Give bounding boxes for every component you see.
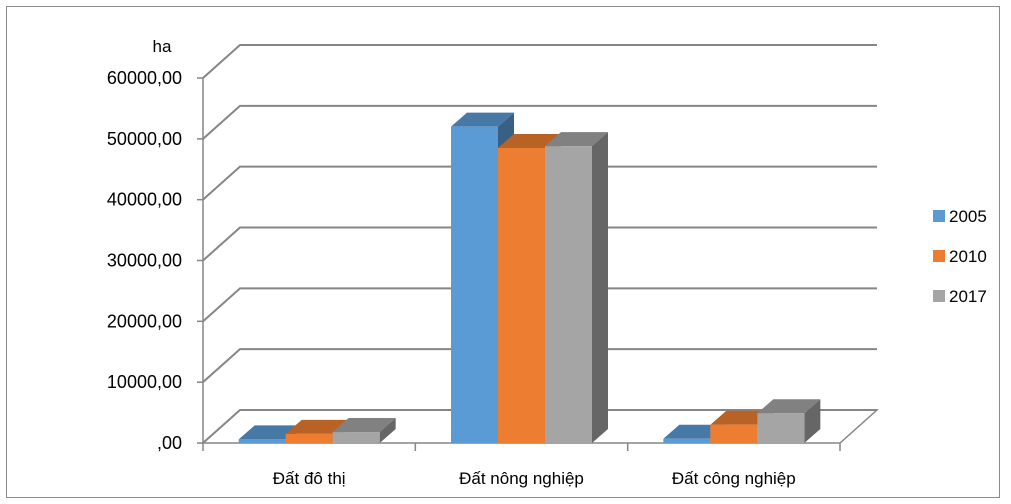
legend-label: 2005 [949, 207, 987, 226]
bar-top-face [332, 418, 396, 433]
bar-side-face [804, 399, 821, 443]
bar-top-face [498, 133, 561, 148]
bar-top-face [757, 399, 821, 414]
y-axis-unit-label: ha [153, 37, 172, 56]
bar [545, 132, 608, 443]
bar-front-face [238, 439, 286, 443]
bar-front-face [285, 433, 333, 443]
gridline [202, 165, 877, 201]
bar-front-face [710, 424, 758, 443]
y-tick-label: ,00 [157, 433, 182, 453]
y-tick-label: 40000,00 [107, 190, 182, 210]
gridline [202, 287, 877, 323]
x-category-label: Đất đô thị [273, 469, 346, 488]
bar-front-face [498, 147, 545, 444]
bar-side-face [379, 418, 396, 443]
x-category-label: Đất công nghiệp [672, 469, 796, 488]
legend: 2005 2010 2017 [933, 207, 987, 306]
bar-front-face [545, 146, 592, 443]
bar-front-face [757, 413, 805, 443]
bar-top-face [451, 112, 514, 127]
y-tick-label: 10000,00 [107, 372, 182, 392]
bar-top-face [285, 419, 349, 434]
legend-label: 2017 [949, 287, 987, 306]
y-tick-label: 50000,00 [107, 129, 182, 149]
gridline [202, 226, 877, 262]
gridline [202, 348, 877, 383]
y-axis-ticks: ,00 10000,00 20000,00 30000,00 40000,00 50000… [107, 68, 203, 453]
y-tick-label: 20000,00 [107, 311, 182, 331]
legend-swatch [933, 210, 945, 222]
legend-swatch [933, 250, 945, 262]
y-tick-label: 60000,00 [107, 68, 182, 88]
bars [238, 112, 821, 444]
bar-front-face [663, 438, 711, 443]
y-tick-label: 30000,00 [107, 251, 182, 271]
x-axis-categories: Đất đô thị Đất nông nghiệp Đất công nghiệp [202, 443, 841, 488]
bar [332, 418, 396, 443]
bar-front-face [332, 432, 380, 443]
gridline [202, 44, 877, 79]
bar [757, 399, 821, 443]
legend-swatch [933, 290, 945, 302]
bar-side-face [592, 132, 608, 443]
bar-front-face [451, 126, 498, 444]
x-category-label: Đất nông nghiệp [459, 469, 584, 488]
bar-top-face [545, 132, 608, 147]
legend-label: 2010 [949, 247, 987, 266]
gridline [202, 104, 877, 140]
